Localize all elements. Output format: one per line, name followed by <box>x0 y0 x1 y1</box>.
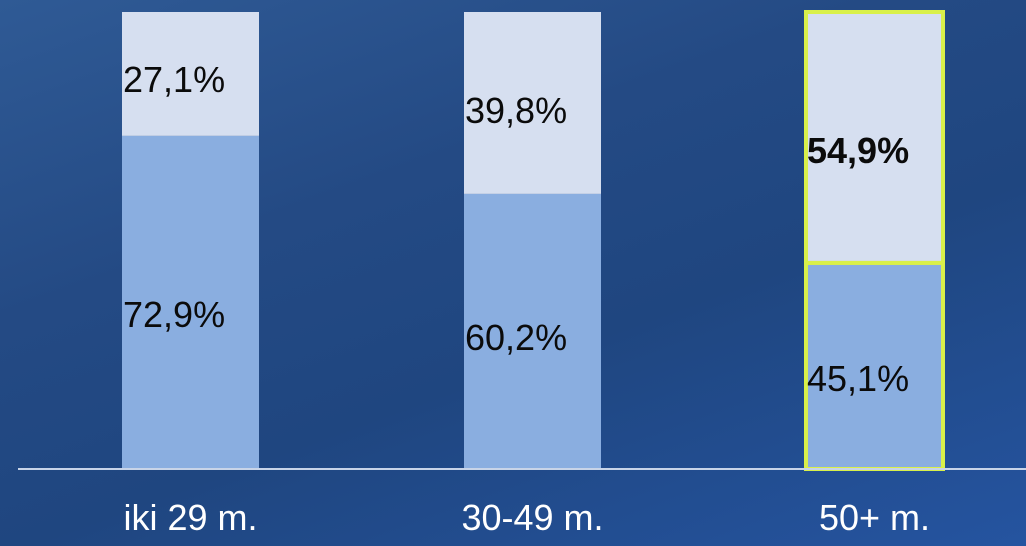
data-label: 39,8% <box>465 90 567 131</box>
category-label: 50+ m. <box>819 497 930 538</box>
data-label: 45,1% <box>807 358 909 399</box>
bar-segment <box>122 12 259 136</box>
bar-segment <box>804 260 945 471</box>
bar-segment <box>804 10 945 265</box>
bars-group <box>122 10 945 471</box>
category-label: iki 29 m. <box>123 497 257 538</box>
category-labels-group: iki 29 m. 30-49 m. 50+ m. <box>123 497 930 538</box>
data-label: 27,1% <box>123 59 225 100</box>
labels-group: 72,9% 27,1% 60,2% 39,8% 45,1% 54,9% <box>123 59 909 399</box>
category-label: 30-49 m. <box>461 497 603 538</box>
data-label: 60,2% <box>465 317 567 358</box>
bar-segment <box>464 193 601 470</box>
data-label: 72,9% <box>123 294 225 335</box>
bar-segment <box>122 135 259 470</box>
bar-segment <box>464 12 601 194</box>
data-label: 54,9% <box>807 130 909 171</box>
